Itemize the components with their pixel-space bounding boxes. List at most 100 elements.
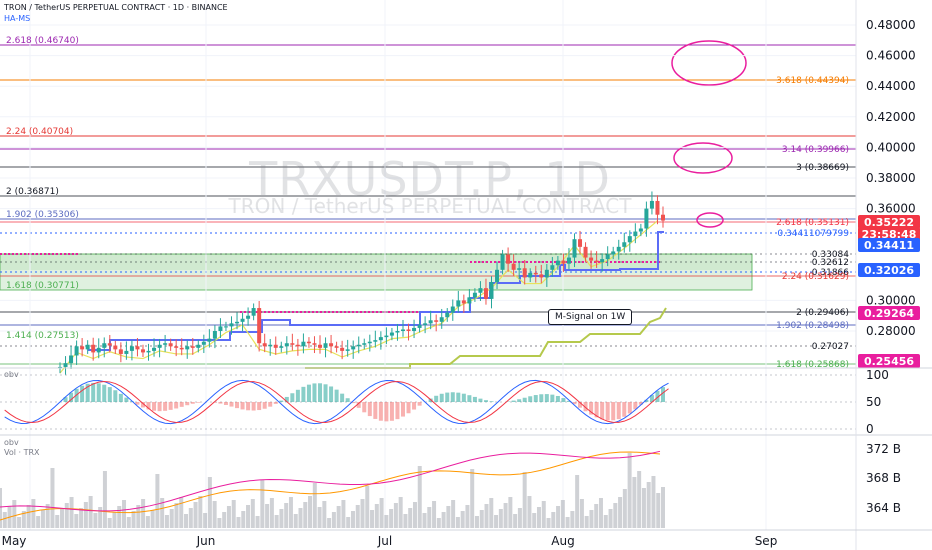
fib-level-label: 3.14 (0.39966) [782,145,849,155]
price-candle [251,308,256,316]
price-candle [611,251,616,255]
volume-bar [379,498,384,528]
price-candle [434,320,439,322]
volume-bar [260,480,265,528]
volume-bar [265,504,270,528]
oscillator-bar [649,395,654,402]
volume-bar [479,510,484,528]
price-candle [351,346,356,350]
volume-bar [203,513,208,528]
price-tag: 23:58:48 [858,227,920,241]
volume-bar [36,516,41,528]
oscillator-bar [135,402,140,405]
oscillator-bar [561,398,566,402]
price-candle [589,257,594,261]
volume-bar [608,509,613,528]
price-candle [235,321,240,324]
volume-bar [632,477,637,528]
volume-bar [474,516,479,528]
price-candle [384,335,389,338]
volume-bar [298,508,303,528]
price-tag-label: 23:58:48 [862,228,917,241]
volume-bar [188,508,193,528]
price-candle [594,260,599,263]
price-candle [528,272,533,278]
volume-bar [498,509,503,528]
volume-bar [288,497,293,528]
volume-bar [484,504,489,528]
oscillator-bar [85,383,90,402]
price-candle [605,254,610,260]
oscillator-bar [661,387,665,402]
price-candle [179,347,184,350]
volume-bar [589,510,594,528]
price-candle [367,341,372,344]
volume-bar [646,482,651,528]
price-tag: 0.29264 [858,306,920,320]
price-candle [583,246,588,258]
volume-bar [122,500,127,528]
oscillator-bar [400,402,405,417]
target-circle [671,40,747,86]
price-candle [323,343,328,348]
volume-bar [651,476,656,528]
time-tick-label: May [2,534,27,548]
volume-bar [303,502,308,528]
price-tag-label: 0.25456 [864,355,914,368]
price-candle [212,331,217,339]
oscillator-bar [528,396,533,402]
price-candle [207,338,212,342]
price-tag-bg [858,215,920,229]
volume-bar [336,506,341,528]
oscillator-bar [644,399,649,402]
volume-bar [145,516,150,528]
volume-bar [422,513,427,528]
volume-bar [169,509,174,528]
volume-bar [0,488,2,528]
price-candle [318,344,323,348]
volume-bar [503,503,508,528]
fib-level-label: 2 (0.36871) [6,187,59,197]
fib-level-label: 1.902 (0.28498) [776,321,849,331]
price-candle [240,318,245,322]
oscillator-bar [578,402,583,408]
volume-bar [269,498,274,528]
price-candle [168,343,173,347]
volume-bar [517,508,522,528]
oscillator-bar [439,393,444,402]
price-candle [129,346,134,351]
price-candle [218,326,223,331]
price-candle [113,345,118,350]
price-candle [118,349,123,354]
oscillator-bar [445,392,450,402]
price-candle [533,272,538,275]
price-candle [439,317,444,322]
price-candle [373,340,378,342]
volume-bar [389,509,394,528]
volume-bar [88,496,93,528]
volume-bar [470,469,475,528]
volume-bar [374,504,379,528]
oscillator-bar [168,402,173,410]
oscillator-bar [395,402,400,420]
m-signal-annotation[interactable]: M-Signal on 1W [548,309,633,325]
price-candle [566,257,571,264]
price-candle [163,343,168,345]
volume-bar [279,509,284,528]
price-candle [334,346,339,348]
indicator-name: HA-MS [4,14,31,23]
volume-bar [236,517,241,528]
volume-bar [69,497,74,528]
volume-bar [64,503,69,528]
oscillator-bar [605,402,610,421]
oscillator-bar [572,402,577,405]
volume-bar [126,517,131,528]
price-candle [522,268,527,278]
volume-bar [217,518,222,528]
price-candle [578,239,583,247]
price-candle [445,312,450,318]
price-candle [201,341,206,345]
volume-bar [455,517,460,528]
volume-bar [50,468,55,528]
